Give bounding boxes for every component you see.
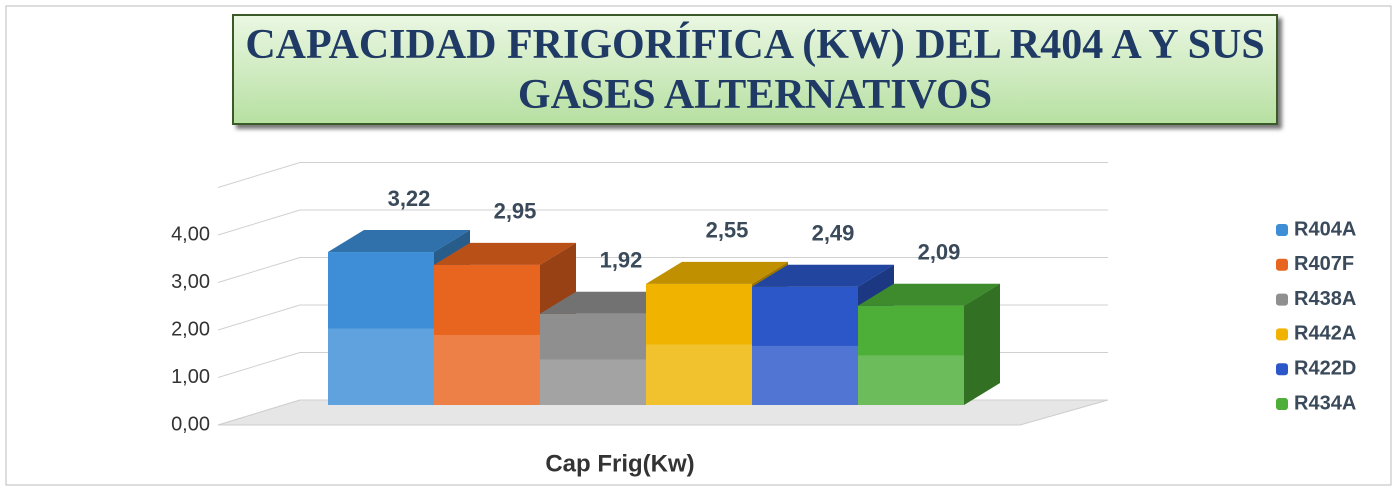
- legend-label: R422D: [1294, 357, 1356, 379]
- legend-swatch: [1276, 224, 1288, 236]
- bar-highlight: [752, 345, 858, 405]
- y-tick-label: 4,00: [171, 223, 210, 245]
- bar-top: [328, 230, 470, 253]
- bar-top: [434, 242, 576, 265]
- legend-label: R404A: [1294, 218, 1356, 240]
- bar: [434, 264, 540, 405]
- value-label: 2,55: [706, 218, 749, 243]
- bar-highlight: [858, 355, 964, 405]
- bar: [752, 286, 858, 405]
- bar-side-shade: [964, 283, 1000, 405]
- bar-highlight: [328, 328, 434, 405]
- bar-highlight: [434, 334, 540, 405]
- legend-swatch: [1276, 363, 1288, 376]
- bar: [858, 305, 964, 405]
- value-label: 3,22: [388, 186, 431, 211]
- legend-swatch: [1276, 293, 1288, 306]
- value-label: 2,95: [494, 199, 537, 224]
- legend-label: R442A: [1294, 323, 1356, 345]
- legend-swatch: [1276, 398, 1288, 410]
- y-tick-label: 1,00: [171, 366, 210, 388]
- bar: [328, 252, 434, 405]
- grid-line: [217, 209, 1108, 236]
- legend-label: R407F: [1294, 253, 1354, 275]
- y-tick-label: 2,00: [171, 318, 210, 340]
- chart-title: CAPACIDAD FRIGORÍFICA (KW) DEL R404 A Y …: [232, 14, 1278, 125]
- value-label: 2,09: [918, 240, 961, 265]
- legend-swatch: [1276, 258, 1288, 271]
- y-tick-label: 0,00: [171, 413, 210, 435]
- bar: [540, 313, 646, 405]
- bar-top-shade: [434, 242, 576, 265]
- bar-top-shade: [858, 283, 1000, 306]
- legend-label: R434A: [1294, 392, 1356, 414]
- bar-top: [646, 261, 788, 284]
- bar-top-shade: [646, 261, 788, 284]
- grid-line: [217, 257, 1108, 283]
- bar-highlight: [540, 359, 646, 405]
- legend-label: R438A: [1294, 288, 1356, 310]
- bar-highlight: [646, 344, 752, 405]
- x-category-label: Cap Frig(Kw): [545, 450, 694, 477]
- bar-top-shade: [752, 264, 894, 287]
- bar-side: [964, 283, 1000, 405]
- y-tick-label: 3,00: [171, 271, 210, 293]
- bar-top-shade: [328, 230, 470, 253]
- value-label: 1,92: [600, 248, 643, 273]
- wall-edge: [217, 162, 1108, 188]
- legend-swatch: [1276, 328, 1288, 341]
- value-label: 2,49: [812, 221, 855, 246]
- bar-top: [858, 283, 1000, 306]
- bar-top: [752, 264, 894, 287]
- bar: [646, 283, 752, 405]
